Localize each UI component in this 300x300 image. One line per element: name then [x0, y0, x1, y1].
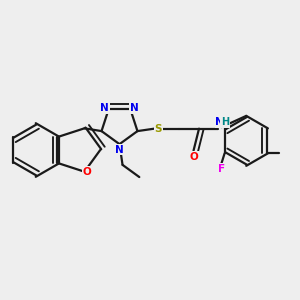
Text: F: F [218, 164, 225, 174]
Text: H: H [221, 117, 229, 127]
Text: N: N [215, 117, 224, 127]
Text: S: S [155, 124, 162, 134]
Text: N: N [100, 103, 109, 113]
Text: N: N [130, 103, 139, 113]
Text: O: O [189, 152, 198, 162]
Text: N: N [115, 145, 124, 154]
Text: O: O [82, 167, 91, 177]
